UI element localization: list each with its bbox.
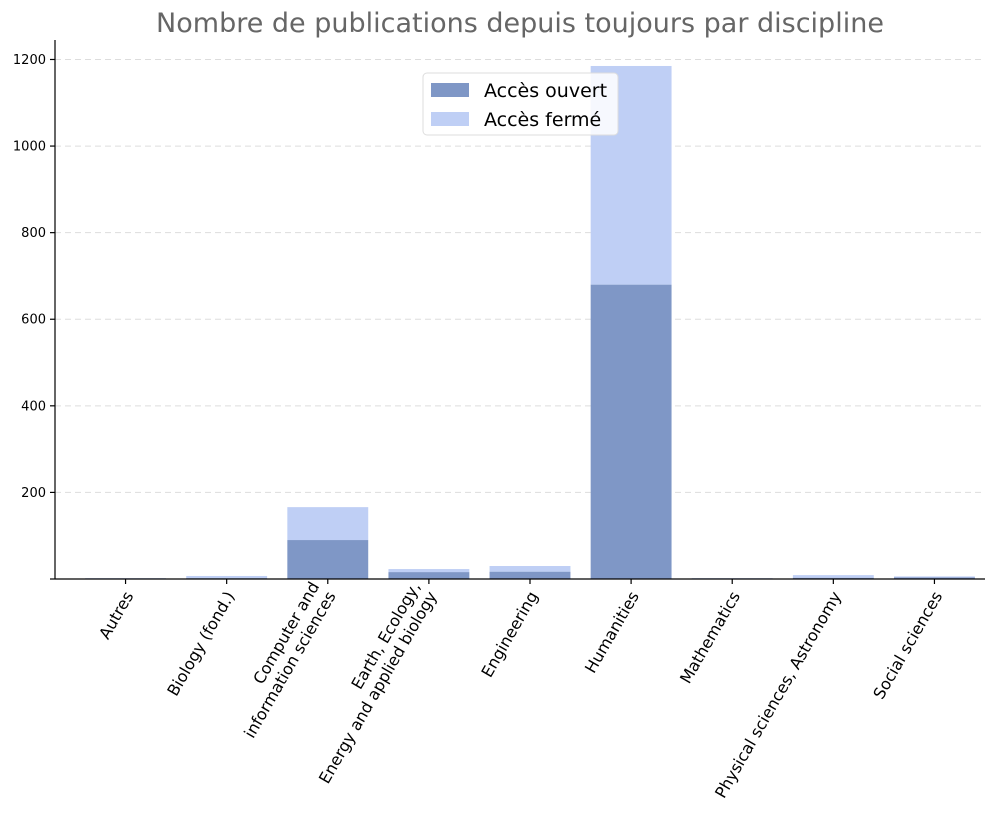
y-tick-label: 600 — [21, 313, 46, 328]
legend-swatch — [431, 112, 469, 126]
legend-entry: Accès ouvert — [484, 80, 607, 102]
x-tick-label: Mathematics — [676, 588, 744, 687]
y-tick-label: 200 — [21, 486, 46, 501]
bar-open — [388, 572, 470, 579]
x-tick-label: Social sciences — [869, 588, 946, 702]
bar-closed — [186, 575, 268, 579]
bars — [85, 65, 975, 579]
x-tick-label-line: Social sciences — [869, 588, 946, 702]
y-tick-label: 400 — [21, 399, 46, 414]
axes — [54, 40, 985, 580]
legend: Accès ouvert Accès fermé — [422, 72, 619, 136]
y-axis-ticks: 200 400 600 800 1000 1200 — [13, 53, 55, 580]
x-tick-label-line: Energy and applied biology — [315, 588, 441, 787]
x-tick-label-line: Autres — [95, 588, 137, 642]
x-tick-label-line: Mathematics — [676, 588, 744, 687]
x-tick-label-line: Humanities — [581, 588, 643, 676]
y-tick-label: 1200 — [13, 53, 46, 68]
bar-open — [590, 284, 672, 579]
chart-title: Nombre de publications depuis toujours p… — [156, 8, 884, 39]
x-tick-label: Biology (fond.) — [163, 588, 238, 699]
x-tick-label-line: Engineering — [477, 588, 541, 681]
bar-open — [792, 577, 874, 579]
bar-closed — [792, 575, 874, 578]
legend-box — [422, 72, 619, 136]
x-tick-label: Engineering — [477, 588, 541, 681]
x-tick-label: Humanities — [581, 588, 643, 676]
gridlines — [55, 58, 985, 493]
bar-closed — [489, 566, 571, 572]
bar-open — [894, 577, 975, 579]
x-tick-label: Autres — [95, 588, 137, 642]
x-tick-label-line: Physical sciences, Astronomy — [711, 588, 845, 801]
x-axis-ticks: Autres Biology (fond.) Computer andinforma… — [95, 579, 946, 802]
y-tick-label: 1000 — [13, 140, 46, 155]
bar-open — [489, 571, 571, 579]
y-tick-label: 800 — [21, 226, 46, 241]
bar-closed — [287, 507, 369, 541]
x-tick-label-line: Biology (fond.) — [163, 588, 238, 699]
legend-swatch — [431, 83, 469, 97]
legend-entry: Accès fermé — [484, 109, 601, 131]
bar-closed — [894, 576, 975, 578]
x-tick-label: Physical sciences, Astronomy — [711, 588, 845, 801]
bar-open — [287, 540, 369, 579]
bar-closed — [388, 569, 470, 573]
